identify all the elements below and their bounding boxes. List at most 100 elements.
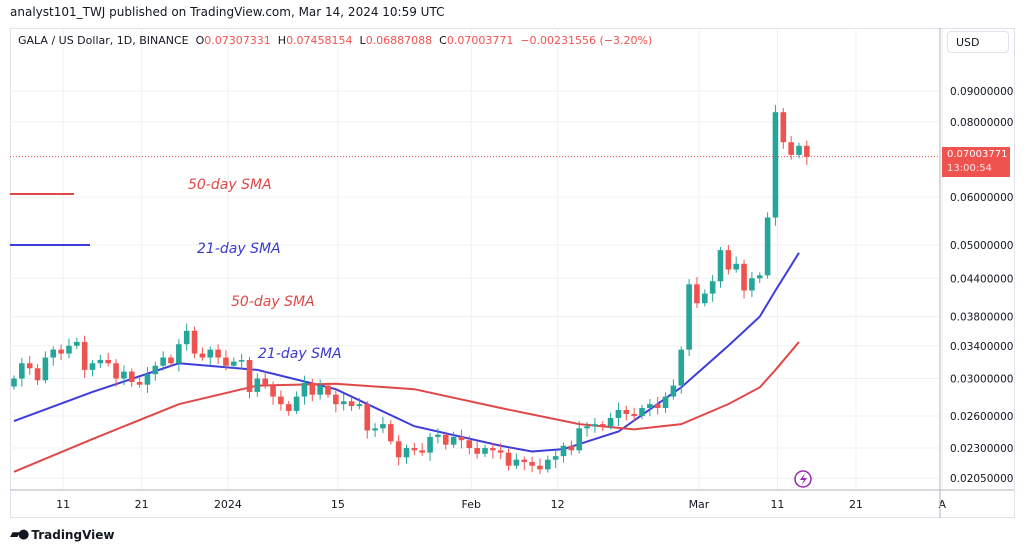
- candle-body: [215, 349, 221, 358]
- candle-body: [505, 452, 512, 466]
- candle-body: [395, 441, 402, 458]
- x-tick-label: 12: [551, 498, 565, 511]
- y-tick-label: 0.03400000: [950, 341, 1013, 353]
- candle: [136, 376, 143, 388]
- candle: [654, 396, 661, 415]
- candle-body: [545, 459, 551, 470]
- candle: [42, 351, 49, 384]
- candle: [285, 401, 292, 416]
- annotation-text[interactable]: 21-day SMA: [197, 241, 281, 257]
- candle: [419, 443, 425, 456]
- candle: [215, 344, 221, 365]
- candle: [333, 389, 339, 413]
- candle-body: [168, 357, 174, 364]
- candle-body: [435, 434, 441, 437]
- candle: [466, 436, 473, 455]
- annotation-text[interactable]: 50-day SMA: [231, 294, 315, 310]
- candle: [278, 390, 284, 411]
- candle-body: [662, 396, 669, 409]
- x-tick-label: 11: [770, 498, 784, 511]
- candle: [458, 429, 465, 449]
- open-label: O: [195, 34, 205, 47]
- candle-body: [380, 424, 386, 429]
- candle-body: [58, 349, 64, 354]
- candle-body: [419, 450, 425, 453]
- candle-body: [364, 404, 371, 431]
- candle-body: [285, 404, 292, 411]
- x-tick-label: 21: [135, 498, 149, 511]
- candle-body: [19, 363, 25, 379]
- candle: [403, 444, 410, 464]
- bar-countdown: 13:00:54: [947, 163, 992, 174]
- candle-body: [325, 385, 331, 395]
- candle-body: [97, 359, 104, 364]
- candle: [301, 375, 308, 405]
- candle-body: [160, 357, 166, 366]
- candle: [576, 421, 582, 454]
- currency-button[interactable]: USD: [947, 31, 1009, 53]
- candle: [505, 448, 512, 471]
- change-value: −0.00231556 (−3.20%): [520, 34, 653, 47]
- candle: [270, 381, 276, 405]
- candle: [756, 272, 763, 284]
- tradingview-logo[interactable]: ▰● TradingView: [10, 527, 114, 542]
- candle: [113, 359, 119, 387]
- candle-body: [639, 408, 645, 416]
- candle-body: [466, 440, 473, 449]
- candle-body: [176, 344, 182, 364]
- candle-body: [780, 112, 787, 143]
- candle-body: [576, 428, 582, 451]
- candle: [568, 440, 575, 456]
- candle-body: [340, 401, 347, 405]
- candle-body: [537, 465, 543, 470]
- candle-body: [686, 284, 692, 350]
- y-tick-label: 0.08000000: [950, 117, 1013, 129]
- candle: [246, 356, 253, 399]
- annotation-text[interactable]: 50-day SMA: [188, 177, 272, 193]
- candle-body: [458, 436, 465, 441]
- y-tick-label: 0.03000000: [950, 374, 1013, 386]
- candle: [717, 246, 724, 288]
- candle-body: [238, 359, 245, 362]
- candle-body: [702, 293, 708, 304]
- candle: [356, 397, 363, 410]
- candle: [50, 346, 57, 366]
- candle-body: [756, 275, 763, 279]
- candle-body: [191, 330, 198, 354]
- candle: [592, 417, 598, 433]
- candle: [796, 142, 802, 159]
- candle-body: [42, 357, 49, 381]
- lightning-icon-circle: [794, 470, 812, 488]
- candle: [529, 456, 535, 473]
- candle: [395, 435, 402, 466]
- sma-50-line: [13, 341, 800, 473]
- candle: [631, 407, 637, 421]
- symbol-name[interactable]: GALA / US Dollar, 1D, BINANCE: [18, 34, 189, 47]
- candle-body: [293, 396, 300, 411]
- candle: [764, 212, 771, 279]
- candle: [513, 453, 520, 469]
- candle-body: [584, 426, 590, 429]
- candle-body: [388, 424, 394, 442]
- candle-body: [442, 434, 449, 445]
- candle: [560, 442, 567, 463]
- candle: [497, 443, 504, 460]
- candle-body: [709, 281, 716, 294]
- candle-body: [81, 341, 88, 370]
- x-tick-label: 2024: [214, 498, 242, 511]
- candle: [89, 360, 96, 377]
- candle-body: [372, 428, 378, 431]
- candle-body: [128, 371, 135, 383]
- candle: [552, 449, 559, 468]
- annotation-text[interactable]: 21-day SMA: [258, 346, 342, 362]
- candle: [26, 356, 33, 375]
- candle: [74, 337, 80, 349]
- candle-body: [694, 284, 700, 304]
- x-tick-label: A: [939, 498, 947, 511]
- lightning-icon[interactable]: [794, 470, 812, 488]
- candle: [490, 442, 496, 459]
- x-tick-label: 11: [56, 498, 70, 511]
- candle-body: [490, 448, 496, 451]
- candle: [183, 323, 190, 351]
